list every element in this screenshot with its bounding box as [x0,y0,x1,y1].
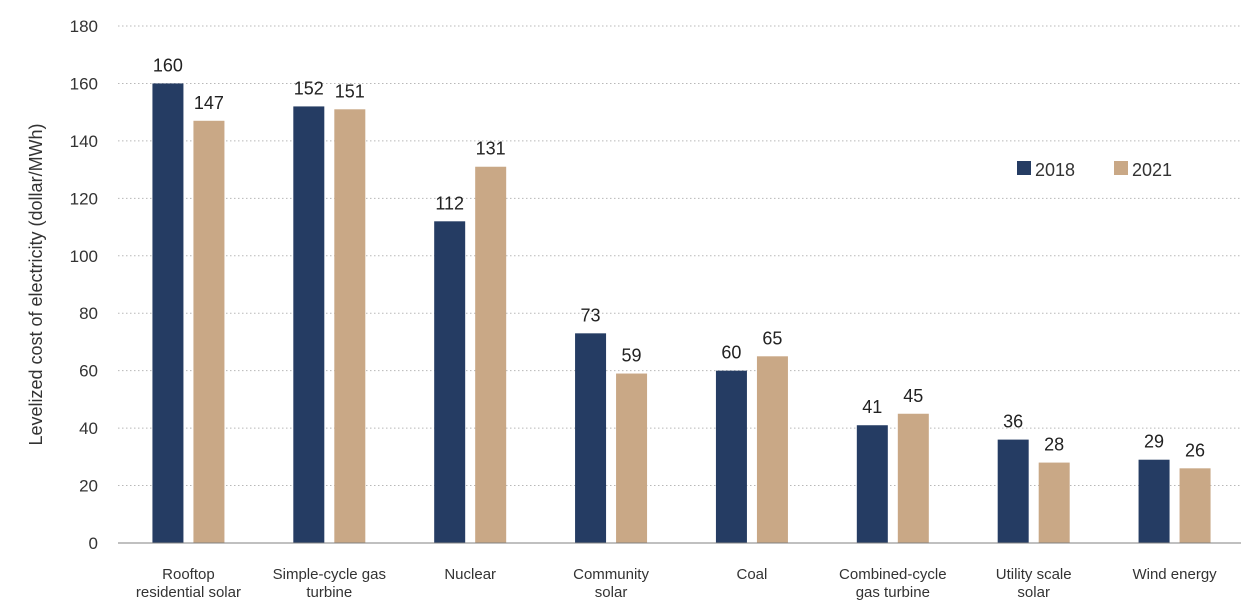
data-label-2018: 73 [581,305,601,325]
y-tick-label: 120 [70,189,98,208]
legend-swatch-2018 [1017,161,1031,175]
data-label-2018: 41 [862,397,882,417]
y-tick-label: 80 [79,304,98,323]
y-tick-label: 40 [79,419,98,438]
data-label-2021: 26 [1185,440,1205,460]
bar-2021 [616,373,648,543]
bar-2021 [1179,468,1211,543]
y-axis-ticks: 0 20 40 60 80 100 120 140 160 180 [70,17,98,553]
data-label-2018: 29 [1144,432,1164,452]
data-labels: 160 147 152 151 112 131 73 59 60 65 41 45 36 28 29 26 [153,55,1205,460]
legend-swatch-2021 [1114,161,1128,175]
bar-2018 [1138,459,1170,543]
y-tick-label: 140 [70,132,98,151]
bars [152,83,1211,544]
data-label-2018: 160 [153,55,183,75]
gridlines [118,25,1241,487]
bar-2021 [475,166,507,543]
data-label-2018: 112 [435,193,464,213]
y-tick-label: 160 [70,74,98,93]
x-category-label: Community solar [573,566,649,601]
x-category-label: Utility scale solar [996,566,1072,601]
y-tick-label: 60 [79,362,98,381]
data-label-2018: 36 [1003,412,1023,432]
data-label-2021: 147 [194,93,224,113]
data-label-2021: 65 [762,328,782,348]
x-category-label: Combined-cycle gas turbine [839,566,947,601]
data-label-2021: 45 [903,386,923,406]
bar-2018 [434,221,466,544]
data-label-2021: 28 [1044,435,1064,455]
data-label-2018: 60 [721,343,741,363]
data-label-2018: 152 [294,78,324,98]
bar-2018 [715,370,747,543]
data-label-2021: 59 [622,346,642,366]
x-category-label: Nuclear [444,566,496,583]
legend-label-2018: 2018 [1035,160,1075,180]
x-category-label: Coal [737,566,768,583]
data-label-2021: 151 [335,81,365,101]
legend: 2018 2021 [1017,160,1172,180]
x-category-label: Wind energy [1132,566,1217,583]
y-tick-label: 100 [70,247,98,266]
y-axis-label: Levelized cost of electricity (dollar/MW… [26,123,46,445]
data-label-2021: 131 [476,139,506,159]
bar-2018 [293,106,325,543]
bar-2021 [897,413,929,543]
legend-label-2021: 2021 [1132,160,1172,180]
x-category-label: Rooftop residential solar [136,566,241,601]
bar-2018 [856,425,888,543]
y-tick-label: 20 [79,477,98,496]
bar-2018 [152,83,184,543]
y-tick-label: 0 [89,534,98,553]
bar-2021 [756,356,788,543]
x-category-label: Simple-cycle gas turbine [273,566,386,601]
bar-2021 [1038,462,1070,543]
y-tick-label: 180 [70,17,98,36]
bar-2018 [997,439,1029,543]
x-axis-categories: Rooftop residential solar Simple-cycle gas… [136,566,1217,601]
bar-2018 [575,333,607,543]
bar-2021 [193,120,225,544]
bar-2021 [334,109,366,544]
